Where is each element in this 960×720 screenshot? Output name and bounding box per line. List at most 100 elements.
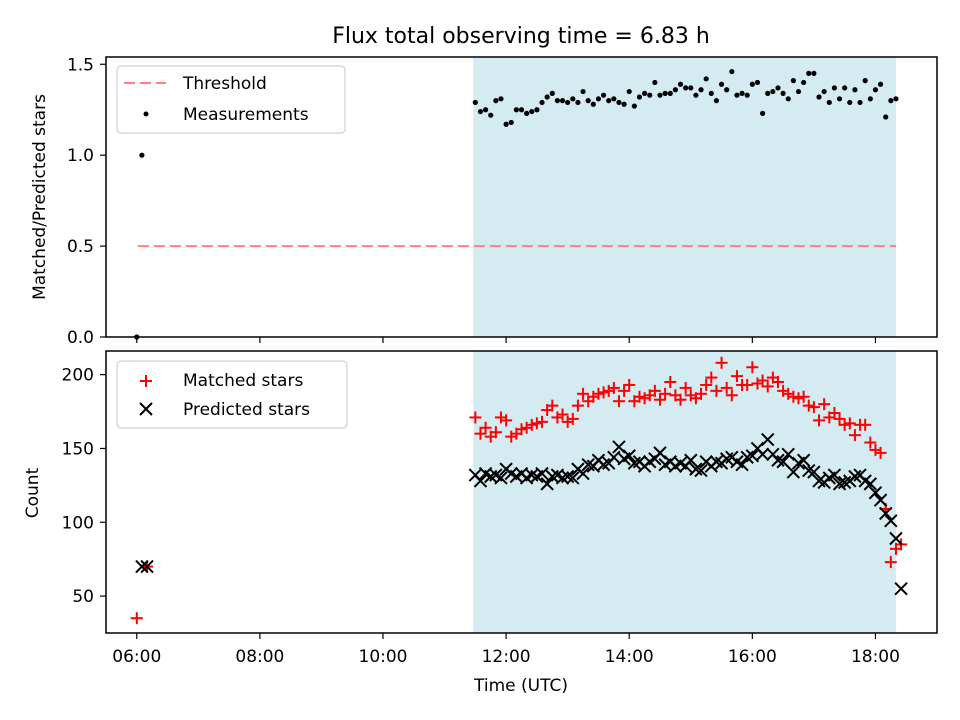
matched-star-marker	[813, 414, 826, 427]
matched-star-marker	[130, 612, 143, 625]
matched-star-marker	[556, 408, 569, 421]
measurement-point	[518, 107, 525, 113]
matched-star-marker	[587, 390, 600, 403]
x-tick-label: 14:00	[605, 647, 654, 667]
measurement-point	[852, 87, 858, 93]
matched-star-marker	[869, 443, 882, 456]
matched-star-marker	[864, 436, 877, 449]
matched-star-marker	[792, 392, 805, 405]
measurement-point	[508, 119, 514, 126]
matched-star-marker	[843, 417, 856, 430]
measurement-point	[503, 121, 509, 127]
measurement-point	[770, 88, 776, 95]
measurement-point	[529, 108, 535, 115]
matched-star-marker	[489, 426, 502, 439]
matched-star-marker	[746, 361, 759, 374]
top-panel: 0.0 0.5 1.0 1.5 Matched/Predicted stars Thr…	[30, 55, 938, 348]
matched-star-marker	[705, 371, 718, 384]
measurement-point	[708, 90, 714, 96]
matched-star-marker	[771, 376, 784, 389]
measurement-point	[821, 88, 827, 95]
measurement-point	[724, 87, 730, 93]
measurement-point	[585, 98, 591, 104]
y-tick-label: 1.0	[67, 146, 94, 166]
matched-star-marker	[546, 399, 559, 412]
measurement-point	[595, 96, 602, 102]
y-tick-label: 0.5	[67, 237, 94, 257]
measurement-point	[795, 88, 802, 95]
measurement-point	[472, 99, 478, 106]
measurement-point	[790, 78, 796, 84]
bottom-plot-frame	[105, 350, 938, 634]
matched-star-marker	[725, 389, 738, 402]
predicted-star-marker	[140, 559, 154, 574]
matched-star-marker	[530, 417, 543, 430]
x-tick-label: 16:00	[728, 647, 777, 667]
measurement-point	[534, 107, 540, 113]
measurement-point	[662, 90, 668, 96]
top-y-ticks: 0.0 0.5 1.0 1.5	[67, 55, 106, 348]
measurement-point	[713, 98, 720, 104]
predicted-star-marker	[894, 581, 908, 596]
measurement-point	[600, 92, 607, 98]
top-plot-frame	[105, 56, 938, 338]
predicted-star-marker	[776, 455, 790, 469]
bottom-legend: Matched stars Predicted stars	[116, 360, 348, 429]
measurement-point	[862, 78, 868, 84]
predicted-star-marker	[135, 559, 149, 574]
matched-star-marker	[720, 381, 733, 394]
matched-star-marker	[695, 387, 708, 400]
bottom-x-ticks: 06:00 08:00 10:00 12:00 14:00 16:00 18:00	[112, 633, 900, 667]
bottom-y-ticks: 50 100 150 200	[62, 366, 106, 607]
matched-star-marker	[515, 423, 528, 436]
top-x-ticks	[136, 337, 877, 343]
matched-star-marker	[802, 399, 815, 412]
measurement-point	[559, 98, 566, 104]
matched-star-marker	[710, 384, 723, 397]
matched-star-marker	[618, 384, 631, 397]
matched-star-marker	[520, 421, 533, 434]
measurement-point	[693, 92, 699, 98]
measurement-point	[780, 90, 786, 96]
matched-star-marker	[756, 374, 769, 387]
matched-star-marker	[602, 384, 615, 397]
measurement-point	[831, 85, 838, 91]
measurement-point	[801, 79, 807, 86]
matched-star-marker	[818, 398, 831, 411]
predicted-star-marker	[576, 466, 590, 481]
measurement-point	[590, 101, 596, 107]
matched-star-marker	[561, 415, 574, 428]
measurement-point	[842, 85, 848, 91]
predicted-star-marker	[786, 465, 801, 479]
measurement-point	[647, 92, 653, 98]
matched-star-marker	[612, 395, 625, 408]
measurement-point	[765, 90, 771, 96]
measurement-point	[642, 90, 648, 96]
predicted-star-marker	[473, 474, 488, 488]
predicted-star-marker	[761, 432, 775, 447]
predicted-star-marker	[755, 447, 770, 462]
predicted-star-marker	[535, 466, 549, 481]
measurement-point	[893, 96, 899, 102]
predicted-star-marker	[622, 449, 636, 463]
predicted-star-marker	[796, 453, 811, 467]
legend-matched-swatch	[140, 375, 152, 387]
measurement-point	[616, 99, 622, 106]
measurement-point	[554, 98, 561, 104]
measurement-point	[872, 87, 879, 93]
measurement-point	[565, 99, 571, 106]
measurement-point	[513, 107, 519, 113]
legend-measurements-swatch	[143, 111, 149, 117]
measurement-point	[785, 96, 791, 102]
measurement-point	[688, 85, 694, 91]
matched-star-marker	[715, 356, 728, 369]
measurement-point	[139, 152, 145, 158]
bottom-y-axis-label: Count	[23, 467, 43, 518]
y-tick-label: 100	[62, 513, 94, 533]
measurement-point	[482, 107, 489, 113]
matched-star-marker	[679, 381, 692, 394]
measurement-point	[754, 79, 761, 86]
predicted-star-marker	[807, 465, 821, 479]
matched-star-marker	[536, 415, 549, 428]
matched-star-marker	[884, 556, 897, 569]
